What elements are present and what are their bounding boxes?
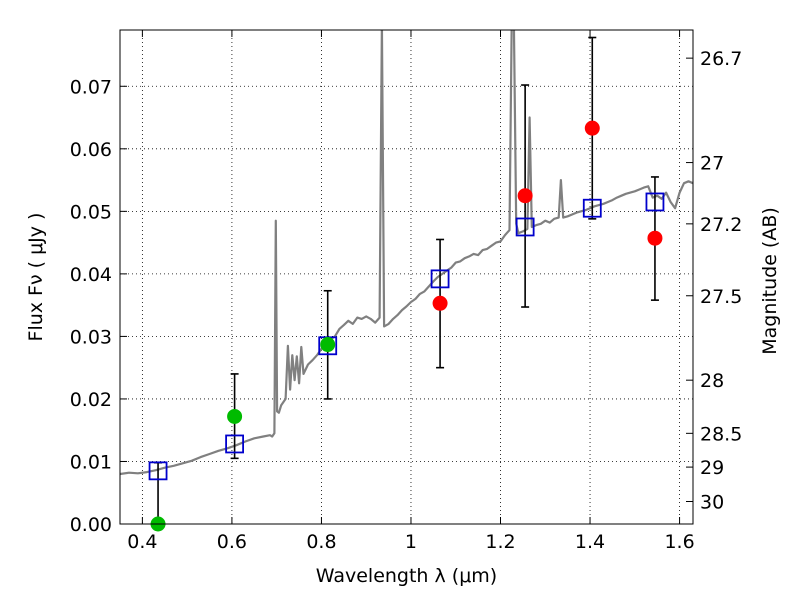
model-photometry-square	[430, 269, 450, 289]
y-tick-label: 0.07	[70, 76, 112, 98]
model-photometry-square	[582, 198, 602, 218]
model-photometry-square	[225, 434, 245, 454]
y-tick-label: 0.01	[70, 451, 112, 473]
y-tick-label: 0.06	[70, 139, 112, 161]
y-tick-label: 0.04	[70, 264, 112, 286]
x-tick-label: 1.2	[485, 531, 515, 553]
y2-tick-label: 27	[700, 153, 724, 175]
y2-tick-label: 29	[700, 457, 724, 479]
y2-tick-label: 27.5	[700, 286, 742, 308]
y-tick-label: 0.00	[70, 514, 112, 536]
grid-lines	[120, 30, 693, 525]
y2-tick-label: 28	[700, 370, 724, 392]
x-tick-label: 1	[405, 531, 417, 553]
y2-tick-label: 26.7	[700, 48, 742, 70]
y-axis-title: Flux Fν ( μJy )	[25, 213, 47, 342]
error-bars	[154, 36, 659, 525]
observed-point	[517, 188, 533, 204]
plot-frame	[119, 29, 694, 525]
x-tick-label: 1.6	[664, 531, 694, 553]
observed-point	[320, 337, 336, 353]
y2-tick-label: 27.2	[700, 214, 742, 236]
y2-tick-label: 28.5	[700, 423, 742, 445]
y-tick-label: 0.05	[70, 201, 112, 223]
model-photometry-square	[515, 217, 535, 237]
y-tick-label: 0.02	[70, 389, 112, 411]
model-spectrum	[120, 30, 693, 476]
axis-ticks: 0.4 0.6 0.8 1 1.2 1.4 1.6 0.00 0.01 0.02 0.03 0.04 0…	[70, 30, 742, 553]
y2-axis-title: Magnitude (AB)	[759, 207, 781, 355]
x-tick-label: 0.4	[127, 531, 157, 553]
model-photometry-square	[148, 461, 168, 481]
observed-point	[227, 408, 243, 424]
data-points	[148, 120, 665, 532]
x-axis-title: Wavelength λ (μm)	[316, 565, 497, 587]
x-tick-label: 0.6	[217, 531, 247, 553]
observed-point	[584, 120, 600, 136]
x-tick-label: 1.4	[575, 531, 605, 553]
y2-tick-label: 30	[700, 491, 724, 513]
y-tick-label: 0.03	[70, 326, 112, 348]
observed-point	[647, 230, 663, 246]
observed-point	[432, 295, 448, 311]
model-photometry-square	[645, 192, 665, 212]
model-spectrum-line	[120, 30, 693, 476]
x-tick-label: 0.8	[306, 531, 336, 553]
